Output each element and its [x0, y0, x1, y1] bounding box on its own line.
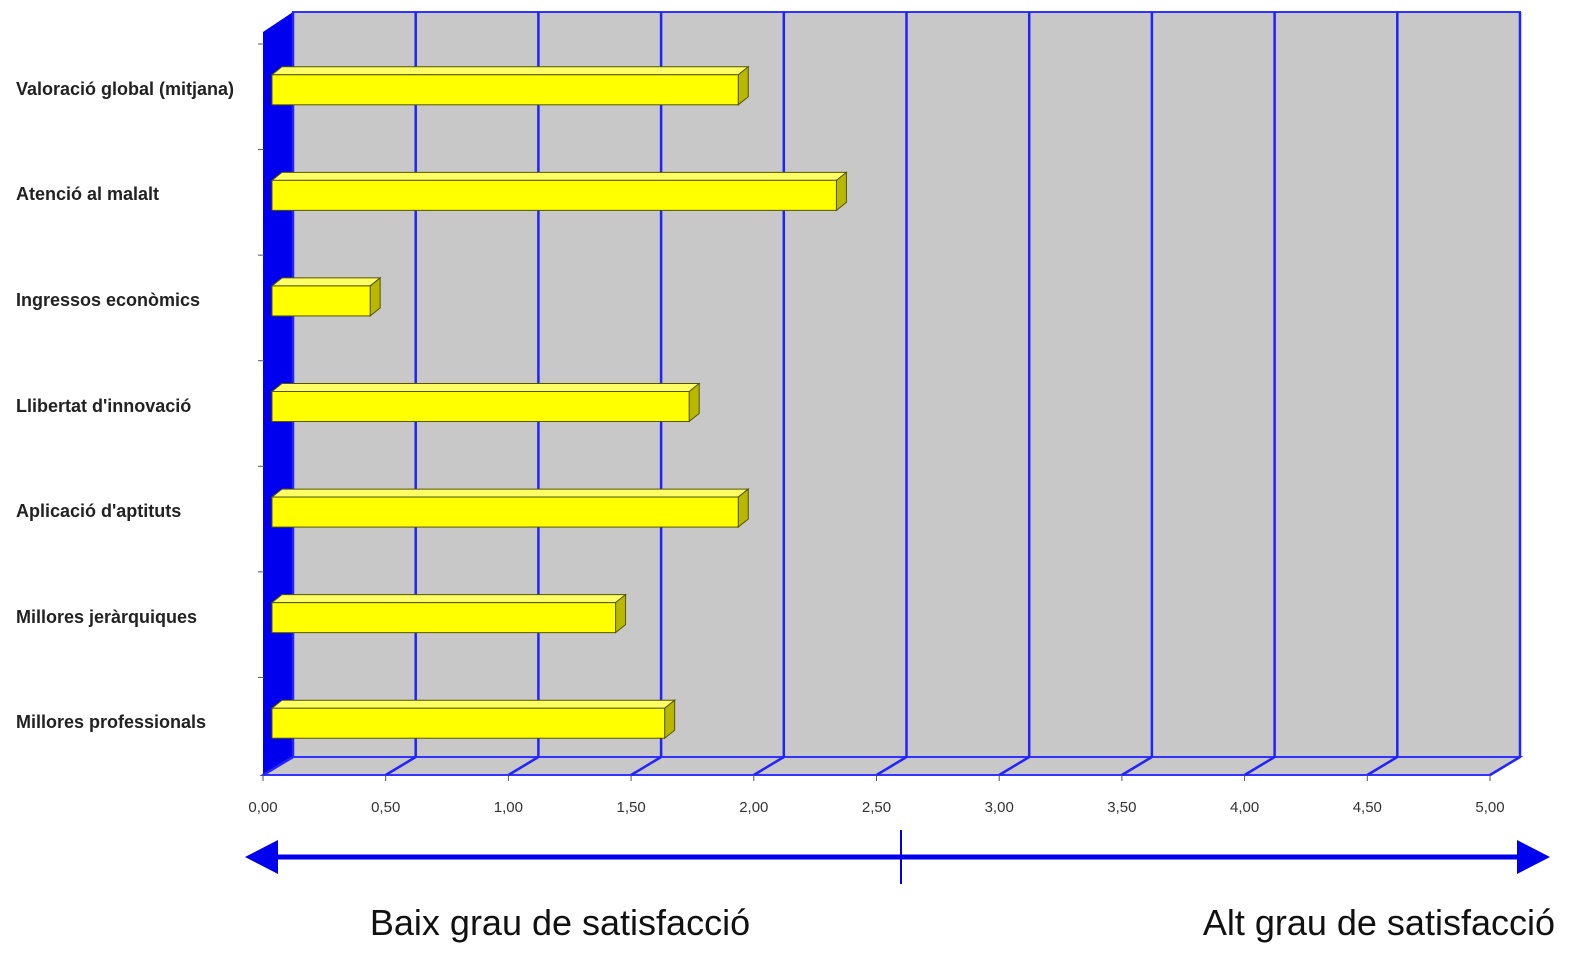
- y-tick-label: Atenció al malalt: [16, 184, 160, 205]
- y-tick-label: Millores jeràrquiques: [16, 606, 198, 627]
- x-tick-label: 3,00: [985, 799, 1014, 816]
- grid-line: [1121, 755, 1153, 777]
- x-tick-label: 4,50: [1353, 799, 1382, 816]
- x-tick-label: 0,00: [248, 799, 277, 816]
- grid-line: [262, 755, 294, 777]
- bar-top: [270, 488, 750, 498]
- grid-line: [998, 755, 1030, 777]
- grid-line: [875, 755, 908, 777]
- x-tick-label: 4,00: [1230, 799, 1259, 816]
- arrow-head: [245, 840, 278, 874]
- bar: [271, 602, 617, 634]
- y-tick-label: Millores professionals: [16, 712, 207, 733]
- bar: [271, 496, 739, 528]
- bar-top: [270, 66, 750, 76]
- grid-line: [1243, 755, 1276, 777]
- bar-top: [270, 594, 627, 604]
- bar: [271, 285, 371, 317]
- y-tick-label: Aplicació d'aptituts: [16, 501, 182, 522]
- annotation: Alt grau de satisfacció: [1203, 902, 1555, 943]
- bar-top: [270, 277, 382, 287]
- x-tick-label: 5,00: [1475, 799, 1504, 816]
- x-tick-label: 2,50: [862, 799, 891, 816]
- bar: [271, 391, 690, 422]
- arrow-head: [1517, 840, 1550, 874]
- x-tick-label: 3,50: [1107, 799, 1136, 816]
- x-tick-label: 2,00: [739, 799, 768, 816]
- y-tick-label: Ingressos econòmics: [16, 289, 201, 310]
- x-tick-label: 1,00: [494, 799, 523, 816]
- grid-line: [630, 755, 662, 777]
- grid-line: [507, 755, 540, 777]
- y-tick-label: Valoració global (mitjana): [16, 78, 235, 99]
- bar: [271, 707, 666, 739]
- y-tick-label: Llibertat d'innovació: [16, 395, 192, 416]
- annotation: Baix grau de satisfacció: [370, 902, 750, 943]
- x-tick-label: 1,50: [616, 799, 645, 816]
- bar: [271, 74, 739, 106]
- grid-line: [1366, 755, 1398, 777]
- bar: [271, 179, 837, 211]
- bar-top: [270, 383, 701, 392]
- bar-top: [270, 699, 677, 709]
- grid-line: [1489, 755, 1521, 777]
- x-tick-label: 0,50: [371, 799, 400, 816]
- grid-line: [753, 755, 785, 777]
- bar-top: [270, 171, 848, 181]
- grid-line: [385, 755, 417, 777]
